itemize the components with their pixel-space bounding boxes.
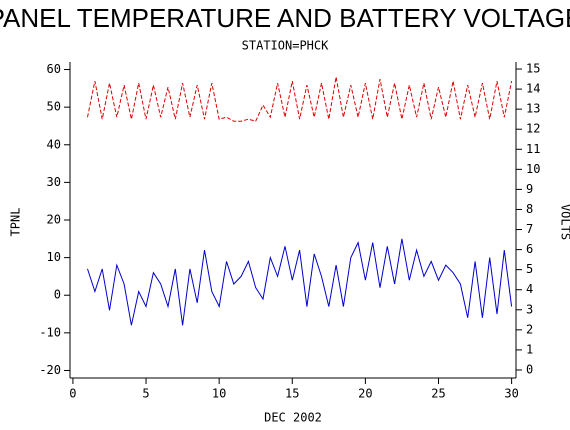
y2-tick-label: 5 bbox=[526, 262, 533, 276]
series-line bbox=[87, 238, 513, 326]
y-tick-label: -10 bbox=[39, 325, 61, 339]
y2-tick-label: 4 bbox=[526, 282, 533, 296]
series-line bbox=[87, 76, 513, 122]
y2-tick-label: 6 bbox=[526, 242, 533, 256]
y-tick-label: 10 bbox=[47, 250, 61, 264]
y2-tick-label: 11 bbox=[526, 142, 540, 156]
y2-tick-label: 9 bbox=[526, 182, 533, 196]
y2-tick-label: 0 bbox=[526, 362, 533, 376]
x-axis-label: DEC 2002 bbox=[264, 411, 322, 425]
y2-tick-label: 14 bbox=[526, 82, 540, 96]
y2-tick-label: 8 bbox=[526, 202, 533, 216]
y2-tick-label: 13 bbox=[526, 102, 540, 116]
y2-tick-label: 1 bbox=[526, 342, 533, 356]
y2-axis-label: VOLTS bbox=[559, 204, 570, 240]
y-tick-label: 60 bbox=[47, 62, 61, 76]
y2-tick-label: 10 bbox=[526, 162, 540, 176]
x-tick-label: 25 bbox=[431, 387, 445, 401]
y2-tick-label: 2 bbox=[526, 322, 533, 336]
x-tick-label: 15 bbox=[285, 387, 299, 401]
x-tick-label: 10 bbox=[212, 387, 226, 401]
y2-tick-label: 7 bbox=[526, 222, 533, 236]
y2-tick-label: 3 bbox=[526, 302, 533, 316]
x-tick-label: 5 bbox=[142, 387, 149, 401]
y2-tick-label: 12 bbox=[526, 122, 540, 136]
y-axis-label: TPNL bbox=[9, 208, 23, 237]
y-tick-label: 30 bbox=[47, 175, 61, 189]
chart-subtitle: STATION=PHCK bbox=[242, 39, 329, 53]
y-tick-label: 40 bbox=[47, 137, 61, 151]
y-tick-label: 20 bbox=[47, 213, 61, 227]
x-tick-label: 30 bbox=[504, 387, 518, 401]
y2-tick-label: 15 bbox=[526, 62, 540, 76]
chart-title: PANEL TEMPERATURE AND BATTERY VOLTAGE bbox=[0, 3, 570, 33]
y-tick-label: 50 bbox=[47, 100, 61, 114]
y-tick-label: -20 bbox=[39, 363, 61, 377]
y-tick-label: 0 bbox=[54, 288, 61, 302]
x-tick-label: 20 bbox=[358, 387, 372, 401]
x-tick-label: 0 bbox=[69, 387, 76, 401]
